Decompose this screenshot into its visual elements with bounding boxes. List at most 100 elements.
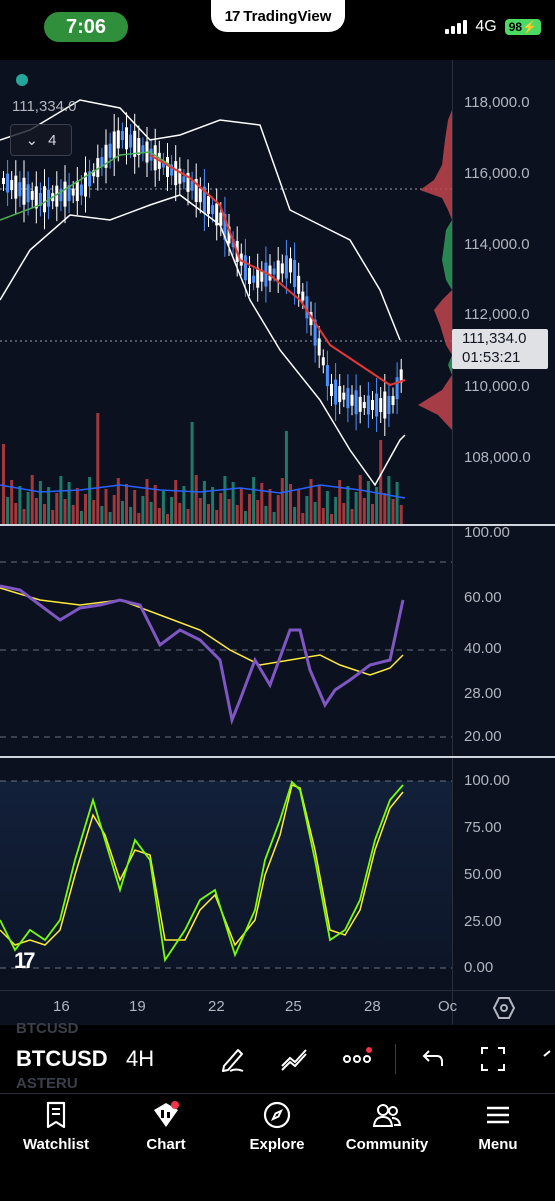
volume-bar — [260, 483, 264, 524]
volume-bar — [383, 493, 387, 524]
candle-body — [305, 296, 309, 319]
pane-separator[interactable] — [0, 524, 555, 526]
candles — [2, 112, 403, 436]
volume-bar — [309, 479, 313, 524]
candle-body — [297, 275, 301, 294]
volume-bar — [313, 502, 317, 524]
candle-body — [96, 158, 100, 178]
candle-body — [174, 161, 178, 186]
volume-bar — [362, 498, 366, 524]
candle-body — [170, 164, 174, 176]
candle-body — [129, 134, 133, 148]
candle-body — [161, 160, 165, 168]
volume-bar — [120, 501, 124, 524]
volume-bar — [104, 489, 108, 524]
volume-bar — [231, 482, 235, 524]
price-axis-label: 112,000.0 — [464, 306, 530, 323]
rsi-axis-label: 100.00 — [464, 524, 510, 541]
tradingview-logo-icon: 17 — [224, 7, 241, 25]
tab-chart[interactable]: Chart — [116, 1098, 216, 1153]
candle-body — [371, 400, 374, 410]
stochastic-band — [0, 781, 452, 968]
candle-body — [325, 365, 329, 387]
volume-bar — [252, 477, 256, 524]
candle-body — [309, 312, 313, 326]
volume-bar — [284, 431, 288, 524]
tab-label: Chart — [146, 1136, 186, 1153]
candle-body — [211, 205, 215, 215]
candle-body — [202, 186, 206, 214]
charging-icon: ⚡ — [522, 20, 537, 34]
chart-icon — [154, 1101, 179, 1127]
volume-bar — [293, 507, 297, 524]
candle-body — [100, 156, 104, 167]
volume-bar — [18, 486, 22, 524]
price-axis[interactable] — [452, 60, 555, 1025]
volume-bar — [198, 498, 202, 524]
pen-icon[interactable] — [218, 1044, 248, 1074]
next-symbol[interactable]: ASTERU — [16, 1075, 78, 1092]
fullscreen-icon[interactable] — [478, 1044, 508, 1074]
moving-average-red — [149, 154, 406, 387]
stochastic-d-line — [0, 783, 404, 947]
rsi-axis-label: 20.00 — [464, 728, 502, 745]
volume-bar — [272, 512, 276, 524]
settings-hexagon-icon[interactable] — [492, 996, 516, 1020]
candle-body — [22, 177, 26, 205]
last-price: 111,334.0 — [462, 330, 527, 347]
redo-icon[interactable] — [540, 1044, 555, 1074]
volume-bar — [223, 476, 227, 524]
volume-bar — [100, 506, 104, 524]
tab-watchlist[interactable]: Watchlist — [6, 1098, 106, 1153]
candle-body — [289, 258, 292, 273]
candle-body — [264, 262, 268, 287]
volume-bar — [239, 488, 243, 524]
candle-body — [358, 396, 362, 412]
candle-body — [43, 186, 46, 213]
interval-button[interactable]: 4H — [126, 1046, 155, 1071]
volume-bar — [321, 508, 325, 524]
volume-bar — [141, 496, 145, 524]
volume-bar — [215, 510, 219, 524]
drawing-tools-icon[interactable] — [279, 1044, 309, 1074]
volume-bar — [129, 507, 133, 524]
tab-community[interactable]: Community — [337, 1098, 437, 1153]
tab-menu[interactable]: Menu — [448, 1098, 548, 1153]
volume-bar — [92, 500, 96, 524]
candle-body — [18, 182, 22, 197]
volume-bar — [166, 514, 169, 524]
bottom-tab-bar — [0, 1093, 555, 1201]
volume-bar — [67, 482, 71, 524]
price-axis-label: 116,000.0 — [464, 165, 530, 182]
pane-separator[interactable] — [0, 756, 555, 758]
candle-body — [71, 188, 75, 196]
volume-bar — [153, 485, 157, 524]
market-status-icon[interactable] — [16, 74, 28, 86]
candle-body — [194, 178, 198, 202]
tradingview-pill[interactable]: 17 TradingView — [211, 0, 345, 32]
candle-body — [14, 175, 18, 199]
previous-symbol[interactable]: BTCUSD — [16, 1020, 79, 1037]
volume-bar — [379, 440, 383, 524]
price-axis-label: 118,000.0 — [464, 94, 530, 111]
price-axis-label: 108,000.0 — [464, 449, 531, 466]
date-axis-label: 22 — [208, 998, 225, 1015]
candle-body — [26, 184, 30, 203]
volume-bar — [26, 492, 30, 524]
volume-bar — [174, 480, 178, 524]
candle-body — [366, 395, 370, 415]
volume-bar — [84, 494, 87, 524]
indicators-collapse-button[interactable]: ⌄ 4 — [10, 124, 72, 156]
tab-explore[interactable]: Explore — [227, 1098, 327, 1153]
undo-icon[interactable] — [417, 1044, 447, 1074]
volume-bar — [30, 475, 34, 524]
compass-icon — [263, 1101, 291, 1129]
volume-bar — [346, 486, 350, 524]
symbol-button[interactable]: BTCUSD — [16, 1046, 108, 1071]
volume-bar — [170, 497, 174, 524]
more-options-icon[interactable] — [342, 1044, 372, 1074]
candle-body — [75, 181, 79, 202]
battery-icon: 98⚡ — [504, 19, 541, 35]
date-axis-label: Oc — [438, 998, 458, 1015]
candle-body — [47, 189, 51, 207]
